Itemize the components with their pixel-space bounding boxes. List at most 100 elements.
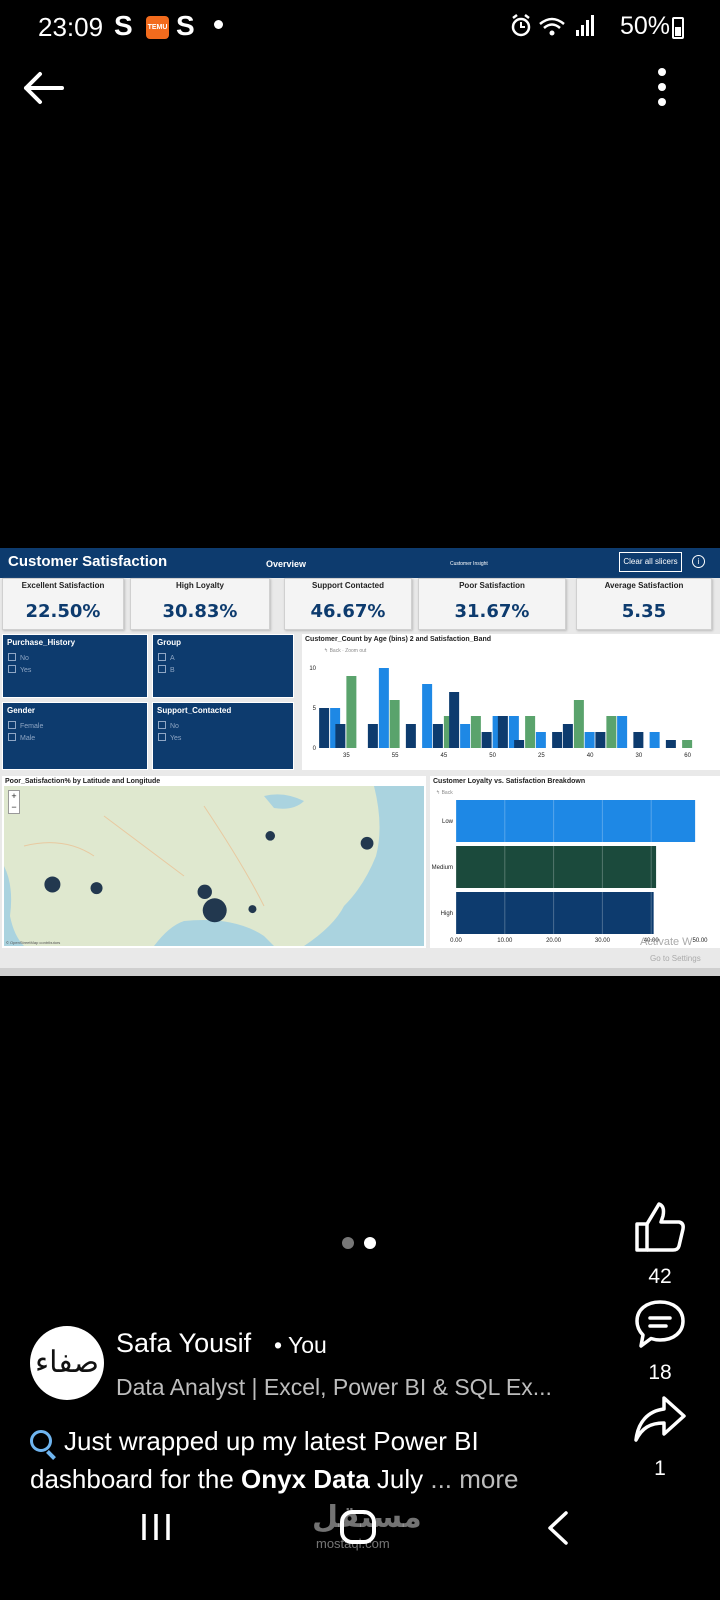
kpi-label: Support Contacted <box>312 581 384 590</box>
back-arrow-icon[interactable] <box>22 68 66 108</box>
slicer-option[interactable]: Male <box>8 733 35 742</box>
chart-bar <box>497 716 508 748</box>
chart-bar <box>389 700 400 748</box>
chart-bar <box>573 700 584 748</box>
kpi-value: 30.83% <box>162 601 238 622</box>
chart-bar <box>330 708 341 748</box>
battery-icon <box>672 17 684 39</box>
map-zoom-control[interactable]: + − <box>8 790 20 814</box>
magnifier-emoji-icon <box>30 1430 52 1452</box>
like-button[interactable]: 42 <box>630 1200 690 1289</box>
x-tick-label: 35 <box>343 753 350 759</box>
caption-text-2: July <box>369 1464 424 1494</box>
x-tick-label: 40 <box>587 753 594 759</box>
zoom-out-button[interactable]: − <box>11 802 17 812</box>
avatar[interactable]: صفاء <box>30 1326 104 1400</box>
back-label: Back <box>441 790 453 796</box>
slicer-purchase-history[interactable]: Purchase_History No Yes <box>2 634 148 698</box>
x-tick-label: 50 <box>489 753 496 759</box>
chart-toolbar: ↰ Back · Zoom out <box>324 648 367 654</box>
chart-bar <box>584 732 595 748</box>
nav-back-icon[interactable] <box>546 1510 570 1546</box>
chart-bar <box>682 740 693 748</box>
dashboard-image[interactable]: Customer Satisfaction Overview Customer … <box>0 548 720 976</box>
alarm-wifi-signal-icons <box>511 14 594 37</box>
chart-bar <box>514 740 525 748</box>
y-category-label: High <box>441 911 453 917</box>
slicer-title: Support_Contacted <box>157 706 232 715</box>
x-tick-label: 20.00 <box>546 938 562 944</box>
post-caption[interactable]: Just wrapped up my latest Power BI dashb… <box>30 1422 590 1498</box>
caption-text-1: Just wrapped up my latest Power BI dashb… <box>30 1426 479 1494</box>
pager-dot-active[interactable] <box>364 1237 376 1249</box>
chart-bar <box>470 716 481 748</box>
chart-bar <box>460 724 471 748</box>
chart-bar <box>535 732 546 748</box>
slicer-option[interactable]: B <box>158 665 175 674</box>
x-tick-label: 40.00 <box>644 938 660 944</box>
chart-bar <box>606 716 617 748</box>
map-point <box>202 898 227 923</box>
zoom-out-label: Zoom out <box>345 648 367 654</box>
kpi-label: Average Satisfaction <box>604 581 684 590</box>
slicer-support-contacted[interactable]: Support_Contacted No Yes <box>152 702 294 770</box>
share-button[interactable]: 1 <box>630 1394 690 1481</box>
more-options-icon[interactable] <box>654 68 670 110</box>
recent-apps-icon[interactable] <box>140 1512 172 1542</box>
share-count: 1 <box>654 1457 666 1480</box>
see-more-link[interactable]: ... more <box>423 1464 519 1494</box>
chart-bar <box>492 716 503 748</box>
home-button-icon[interactable] <box>340 1510 376 1544</box>
pager-dot[interactable] <box>342 1237 354 1249</box>
system-nav-bar: مستقل mostaql.com <box>0 1500 720 1600</box>
slicer-option[interactable]: Female <box>8 721 43 730</box>
x-tick-label: 0.00 <box>450 938 462 944</box>
x-tick-label: 50.00 <box>692 938 708 944</box>
more-notifications-icon <box>214 20 223 29</box>
loyalty-chart-title: Customer Loyalty vs. Satisfaction Breakd… <box>433 778 586 785</box>
author-name[interactable]: Safa Yousif <box>116 1328 252 1358</box>
chart-bar <box>432 724 443 748</box>
kpi-card: Support Contacted 46.67% <box>284 578 412 630</box>
zoom-in-button[interactable]: + <box>11 791 17 801</box>
chart-bar <box>456 846 657 888</box>
comment-count: 18 <box>648 1361 672 1384</box>
slicer-option[interactable]: A <box>158 653 175 662</box>
app-notification-icon-2: S <box>176 10 195 41</box>
chart-bar <box>443 716 454 748</box>
map-point <box>265 831 276 841</box>
slicer-option[interactable]: No <box>8 653 29 662</box>
slicer-option[interactable]: No <box>158 721 179 730</box>
chart-bar <box>367 724 378 748</box>
comment-button[interactable]: 18 <box>630 1298 690 1385</box>
dashboard-title: Customer Satisfaction <box>8 553 168 570</box>
like-count: 42 <box>648 1265 672 1288</box>
slicer-gender[interactable]: Gender Female Male <box>2 702 148 770</box>
chart-bar <box>335 724 346 748</box>
chart-bar <box>649 732 660 748</box>
slicer-group[interactable]: Group A B <box>152 634 294 698</box>
map-point <box>197 884 212 900</box>
app-notification-icon: S <box>114 10 133 41</box>
status-time: 23:09 <box>38 12 104 42</box>
map-point <box>248 905 257 914</box>
slicer-option[interactable]: Yes <box>158 733 181 742</box>
dashboard-header: Customer Satisfaction Overview Customer … <box>0 548 720 578</box>
x-tick-label: 30.00 <box>595 938 611 944</box>
status-bar: 23:09 S TEMU S 50% <box>0 0 720 56</box>
slicer-option[interactable]: Yes <box>8 665 31 674</box>
chart-bar <box>405 724 416 748</box>
info-icon: i <box>692 555 705 568</box>
slicer-title: Group <box>157 638 181 647</box>
map-points <box>44 831 374 923</box>
chart-bar <box>481 732 492 748</box>
us-map[interactable] <box>4 786 424 946</box>
kpi-label: High Loyalty <box>175 581 224 590</box>
chart-bar <box>665 740 676 748</box>
dashboard-footer <box>0 968 720 976</box>
kpi-value: 46.67% <box>310 601 386 622</box>
x-tick-label: 60 <box>684 753 691 759</box>
age-chart-panel: Customer_Count by Age (bins) 2 and Satis… <box>302 634 720 770</box>
map-point <box>44 876 61 893</box>
y-tick-label: 5 <box>313 706 317 712</box>
